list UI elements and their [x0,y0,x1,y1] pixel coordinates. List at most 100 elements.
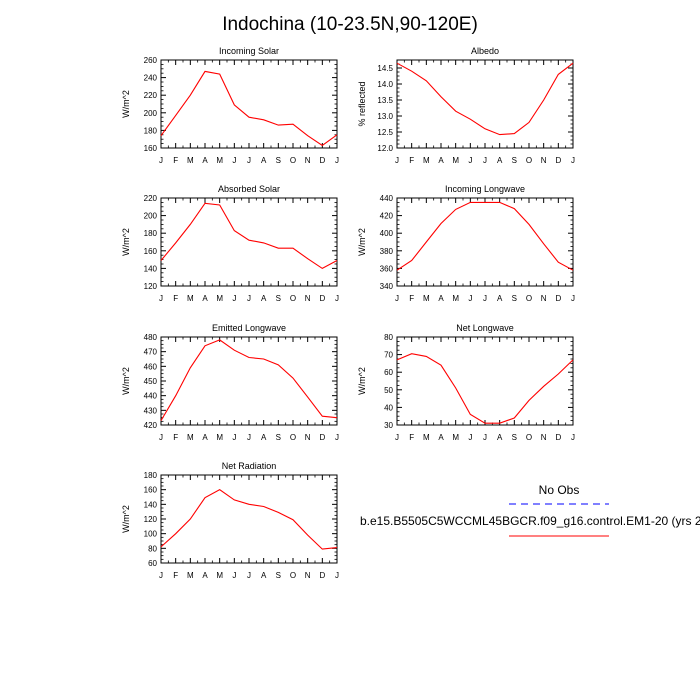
x-tick-label: F [409,156,414,165]
x-tick-label: J [159,156,163,165]
x-tick-label: S [512,294,517,303]
y-tick-label: 200 [144,109,158,118]
series-line-model [160,489,338,550]
x-tick-label: A [202,571,208,580]
series-line-model [160,202,338,270]
y-tick-label: 50 [384,386,393,395]
x-tick-label: M [216,571,223,580]
y-axis-label-net-longwave: W/m^2 [357,367,367,395]
series-line-model [160,70,338,147]
panel-title-incoming-longwave: Incoming Longwave [445,184,525,194]
y-tick-label: 160 [144,144,158,153]
x-tick-label: O [526,433,532,442]
x-tick-label: O [290,156,296,165]
x-tick-label: O [290,294,296,303]
x-tick-label: J [232,433,236,442]
x-tick-label: A [438,294,444,303]
x-tick-label: D [555,433,561,442]
y-axis-label-absorbed-solar: W/m^2 [121,228,131,256]
x-tick-label: M [452,294,459,303]
panel-net-radiation: Net Radiation W/m^2 J F M A M J J A S O N D J6080100… [121,461,339,580]
y-tick-label: 120 [144,515,158,524]
y-tick-label: 80 [384,333,393,342]
x-tick-label: N [541,433,547,442]
x-tick-label: D [319,294,325,303]
x-tick-label: J [247,571,251,580]
y-tick-label: 140 [144,500,158,509]
x-tick-label: O [526,294,532,303]
y-axis-label-net-radiation: W/m^2 [121,505,131,533]
x-tick-label: A [202,433,208,442]
series-line-model [160,339,338,421]
x-tick-label: A [497,433,503,442]
y-tick-label: 400 [380,229,394,238]
x-tick-label: J [335,156,339,165]
y-tick-label: 12.0 [377,144,393,153]
x-tick-label: S [512,433,517,442]
x-tick-label: D [319,156,325,165]
x-tick-label: J [395,156,399,165]
x-tick-label: J [335,294,339,303]
y-tick-label: 60 [148,559,157,568]
y-tick-label: 460 [144,362,158,371]
y-tick-label: 380 [380,247,394,256]
legend-model-label: b.e15.B5505C5WCCML45BGCR.f09_g16.control… [360,514,700,528]
x-tick-label: O [290,433,296,442]
y-tick-label: 80 [148,544,157,553]
panel-title-emitted-longwave: Emitted Longwave [212,323,286,333]
x-tick-label: J [468,294,472,303]
panel-incoming-longwave: Incoming Longwave W/m^2 J F M A M J J A S O N D J340… [357,184,575,303]
x-tick-label: N [305,156,311,165]
x-tick-label: M [423,156,430,165]
x-tick-label: J [483,433,487,442]
y-axis-label-albedo: % reflected [357,81,367,126]
x-tick-label: A [202,294,208,303]
y-tick-label: 440 [144,392,158,401]
x-tick-label: M [452,156,459,165]
x-tick-label: J [483,294,487,303]
x-tick-label: J [159,294,163,303]
y-tick-label: 70 [384,351,393,360]
x-tick-label: M [187,156,194,165]
panel-title-net-radiation: Net Radiation [222,461,277,471]
y-tick-label: 13.5 [377,96,393,105]
y-tick-label: 13.0 [377,112,393,121]
x-tick-label: J [247,433,251,442]
x-tick-label: J [571,156,575,165]
x-tick-label: J [571,294,575,303]
x-tick-label: F [173,294,178,303]
panel-emitted-longwave: Emitted Longwave W/m^2 J F M A M J J A S O N D J4204… [121,323,339,442]
panel-absorbed-solar: Absorbed Solar W/m^2 J F M A M J J A S O N D J120140… [121,184,339,303]
x-tick-label: N [305,294,311,303]
x-tick-label: D [555,156,561,165]
y-tick-label: 340 [380,282,394,291]
x-tick-label: D [319,433,325,442]
y-tick-label: 14.0 [377,80,393,89]
y-tick-label: 440 [380,194,394,203]
x-tick-label: M [216,294,223,303]
x-tick-label: S [276,433,281,442]
y-tick-label: 40 [384,403,393,412]
x-tick-label: A [261,571,267,580]
x-tick-label: N [305,571,311,580]
panel-incoming-solar: Incoming Solar W/m^2 J F M A M J J A S O N D J160180… [121,46,339,165]
y-axis-label-emitted-longwave: W/m^2 [121,367,131,395]
x-tick-label: J [159,571,163,580]
legend-obs-label: No Obs [539,483,580,497]
x-tick-label: J [335,433,339,442]
x-tick-label: N [305,433,311,442]
x-tick-label: M [216,156,223,165]
x-tick-label: M [423,433,430,442]
y-tick-label: 180 [144,471,158,480]
x-tick-label: O [526,156,532,165]
y-axis-label-incoming-solar: W/m^2 [121,90,131,118]
x-tick-label: N [541,294,547,303]
x-tick-label: F [173,433,178,442]
y-tick-label: 120 [144,282,158,291]
panel-albedo: Albedo % reflected J F M A M J J A S O N D J12.012.5… [357,46,575,165]
y-tick-label: 100 [144,530,158,539]
x-tick-label: J [232,571,236,580]
y-tick-label: 30 [384,421,393,430]
x-tick-label: A [261,294,267,303]
